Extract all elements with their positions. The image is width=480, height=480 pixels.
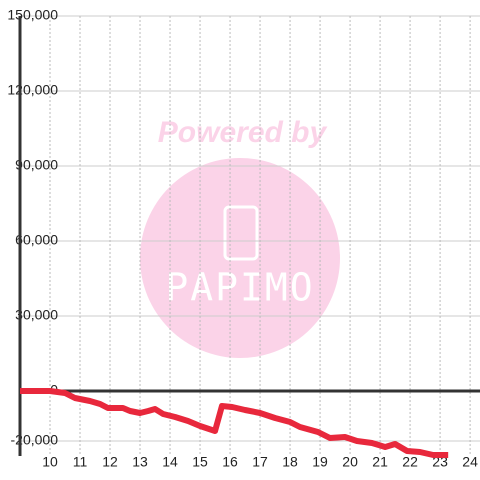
- x-tick-label: 15: [192, 454, 208, 470]
- x-tick-label: 20: [342, 454, 358, 470]
- y-tick-label: 30,000: [15, 307, 58, 323]
- watermark-text: Powered by: [158, 116, 328, 149]
- x-tick-label: 11: [73, 454, 88, 470]
- y-tick-label: -20,000: [11, 432, 59, 448]
- x-tick-label: 16: [222, 454, 238, 470]
- watermark-logo: PAPIMO: [165, 266, 314, 310]
- x-tick-label: 19: [312, 454, 328, 470]
- x-tick-label: 13: [132, 454, 148, 470]
- x-tick-label: 21: [372, 454, 388, 470]
- y-tick-label: 120,000: [7, 82, 58, 98]
- x-tick-label: 17: [252, 454, 268, 470]
- x-tick-label: 10: [42, 454, 58, 470]
- x-tick-label: 14: [162, 454, 178, 470]
- y-tick-label: 150,000: [7, 7, 58, 23]
- y-tick-label: 90,000: [15, 157, 58, 173]
- x-tick-label: 18: [282, 454, 298, 470]
- x-tick-label: 24: [462, 454, 478, 470]
- x-tick-label: 22: [402, 454, 418, 470]
- x-tick-label: 12: [102, 454, 118, 470]
- data-line: [20, 388, 449, 458]
- y-tick-label: 60,000: [15, 232, 58, 248]
